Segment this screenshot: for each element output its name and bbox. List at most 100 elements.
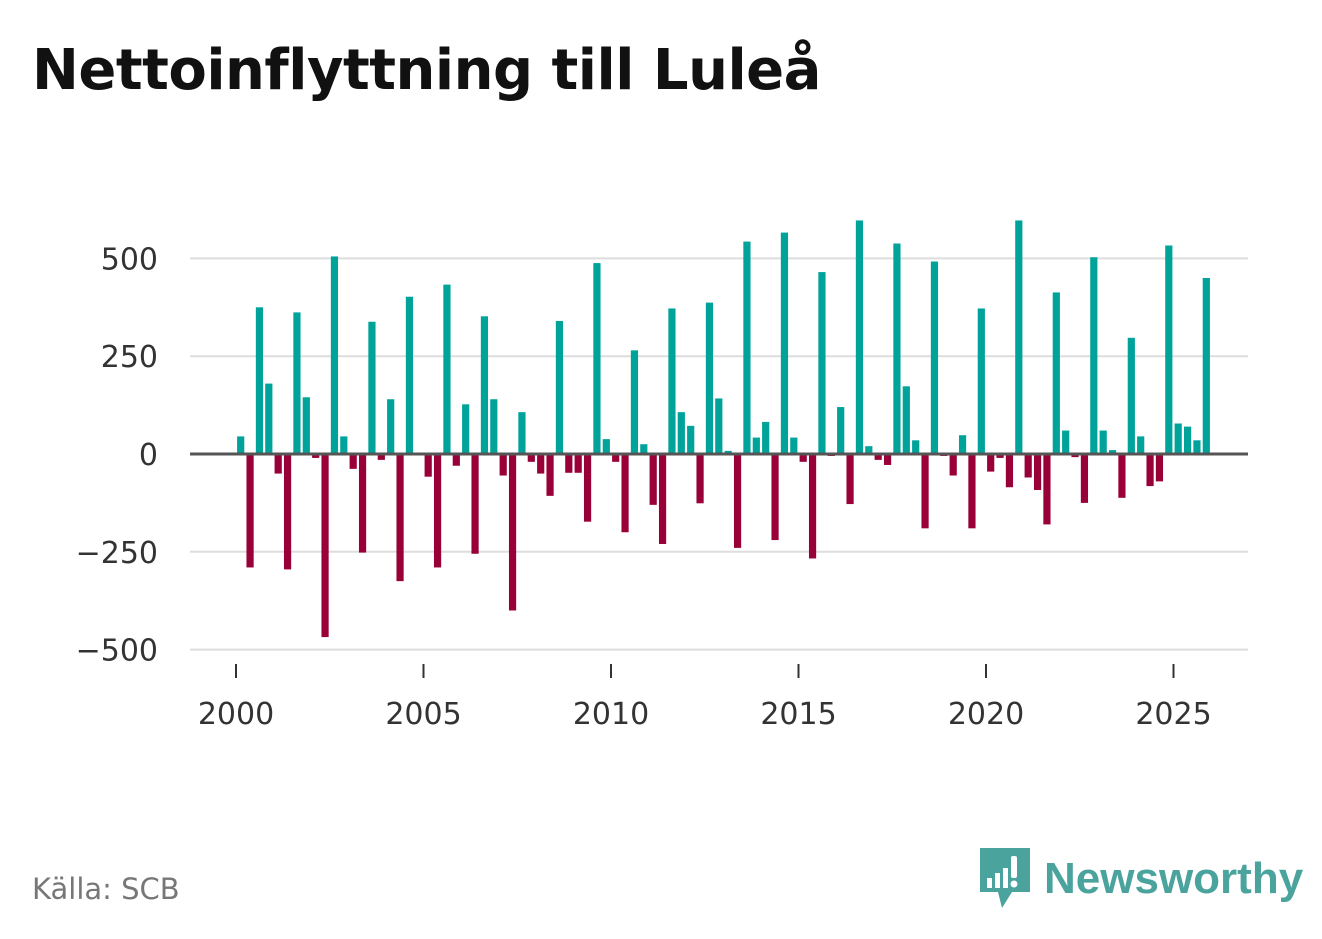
bar-positive (1062, 430, 1070, 454)
bar-positive (1202, 277, 1210, 454)
bar-negative (771, 454, 779, 541)
chart-title: Nettoinflyttning till Luleå (32, 38, 821, 103)
bar-positive (237, 436, 245, 454)
bar-negative (349, 454, 357, 469)
bar-positive (1174, 423, 1182, 454)
bar-positive (752, 437, 760, 454)
bar-positive (480, 316, 489, 454)
bar-positive (1099, 430, 1107, 454)
bar-positive (687, 425, 695, 454)
bar-negative (565, 454, 573, 473)
bar-negative (1155, 454, 1164, 482)
bar-positive (1183, 426, 1192, 454)
bar-positive (705, 302, 714, 454)
bar-positive (1127, 337, 1135, 454)
bar-positive (977, 308, 985, 454)
bar-negative (808, 454, 817, 559)
y-tick-label: 0 (139, 438, 158, 473)
bar-positive (1193, 440, 1201, 454)
bar-negative (874, 454, 882, 460)
bar-negative (1024, 454, 1032, 478)
bar-negative (996, 454, 1004, 458)
bar-positive (462, 404, 470, 454)
bar-positive (780, 232, 789, 454)
bar-positive (958, 435, 967, 454)
bar-positive (555, 320, 564, 454)
bar-negative (799, 454, 807, 462)
bar-series (237, 220, 1210, 638)
bar-negative (621, 454, 629, 533)
bar-chart: 500 250 0 −250 −500 2000 2005 2010 2015 2020 2025 (76, 220, 1248, 732)
newsworthy-logo: Newsworthy (980, 848, 1303, 910)
bar-positive (818, 272, 826, 454)
bar-positive (668, 308, 676, 454)
y-tick-label: 500 (101, 242, 158, 277)
y-tick-label: 250 (101, 340, 158, 375)
bar-negative (1118, 454, 1126, 498)
bar-positive (912, 440, 920, 454)
bar-negative (649, 454, 657, 505)
bar-positive (837, 407, 845, 454)
bar-negative (424, 454, 432, 477)
bar-negative (883, 454, 892, 465)
bar-negative (1146, 454, 1154, 487)
x-tick-label: 2000 (198, 697, 274, 732)
bar-negative (658, 454, 667, 544)
bar-negative (537, 454, 545, 474)
y-tick-label: −500 (76, 634, 158, 669)
x-tick-label: 2020 (948, 697, 1024, 732)
bar-negative (499, 454, 507, 476)
bar-positive (518, 412, 526, 454)
bar-negative (274, 454, 282, 474)
bar-negative (246, 454, 254, 568)
bar-positive (1165, 245, 1173, 454)
bar-negative (1033, 454, 1042, 490)
bar-negative (396, 454, 404, 582)
bar-negative (1071, 454, 1079, 458)
bar-positive (255, 307, 264, 454)
bar-positive (1090, 257, 1098, 454)
bar-positive (1015, 220, 1023, 454)
bar-positive (302, 397, 310, 454)
bar-positive (1137, 436, 1145, 454)
bar-positive (293, 312, 301, 454)
bar-negative (312, 454, 320, 458)
bar-positive (1052, 292, 1060, 454)
bar-positive (790, 437, 798, 454)
bar-positive (902, 386, 910, 454)
bar-positive (640, 444, 648, 454)
bar-negative (546, 454, 554, 496)
bar-positive (715, 398, 723, 454)
bar-positive (443, 284, 451, 454)
brand-name: Newsworthy (1044, 854, 1304, 903)
bar-positive (630, 350, 639, 454)
bar-negative (968, 454, 976, 529)
bar-negative (452, 454, 460, 466)
bar-positive (677, 412, 685, 454)
y-axis: 500 250 0 −250 −500 (76, 242, 158, 668)
x-tick-label: 2005 (385, 697, 461, 732)
bar-negative (583, 454, 592, 522)
bar-negative (358, 454, 367, 553)
bar-negative (321, 454, 329, 638)
x-axis: 2000 2005 2010 2015 2020 2025 (198, 664, 1212, 732)
bar-negative (1080, 454, 1089, 503)
bar-positive (893, 243, 901, 454)
bar-negative (696, 454, 704, 504)
x-tick-label: 2010 (573, 697, 649, 732)
bar-positive (762, 421, 770, 454)
bar-positive (930, 261, 939, 454)
bar-positive (330, 256, 339, 454)
bar-positive (593, 263, 601, 454)
bar-positive (865, 446, 873, 454)
newsworthy-logo-icon (980, 848, 1030, 908)
x-tick-label: 2015 (760, 697, 836, 732)
bar-positive (405, 296, 414, 454)
bar-positive (340, 436, 348, 454)
bar-negative (733, 454, 742, 548)
bar-negative (612, 454, 620, 462)
bar-positive (387, 399, 395, 454)
bar-positive (724, 450, 732, 454)
source-label: Källa: SCB (32, 872, 180, 906)
bar-negative (527, 454, 535, 462)
